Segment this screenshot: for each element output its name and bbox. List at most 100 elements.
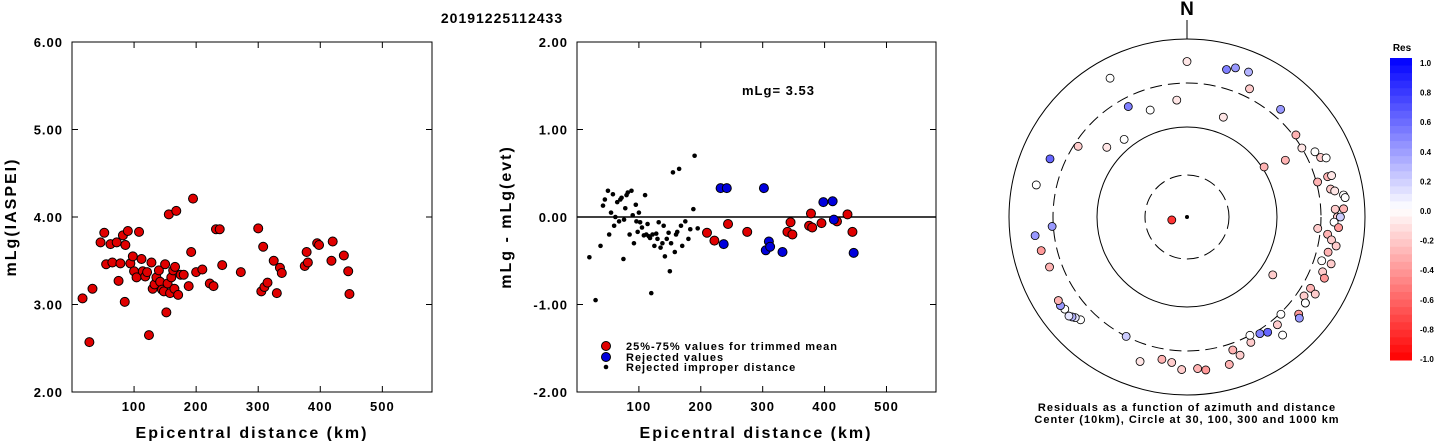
- polar-point: [1313, 177, 1322, 187]
- middle-point: [660, 240, 665, 246]
- polar-point: [1036, 246, 1046, 256]
- left-point: [343, 266, 354, 277]
- left-ytick-labels: 2.00 3.00 4.00 5.00 6.00: [34, 35, 63, 400]
- left-point: [173, 289, 184, 300]
- legend: 25%-75% values for trimmed mean Rejected…: [601, 341, 838, 374]
- left-point: [160, 259, 171, 270]
- colorbar-cell: [1390, 186, 1412, 195]
- ring-30km: [1144, 174, 1230, 260]
- middle-point: [635, 229, 640, 235]
- polar-point: [1321, 153, 1331, 163]
- middle-point: [692, 153, 697, 159]
- middle-point: [642, 192, 648, 198]
- polar-point: [1259, 162, 1269, 172]
- polar-point: [1045, 262, 1054, 272]
- middle-point: [600, 203, 606, 208]
- colorbar: Res 1.0 0.8 0.6 0.4 0.2 0.0 -0.2 -0.4 -0.6 -0.8 -1…: [1390, 43, 1434, 364]
- polar-point: [1177, 365, 1187, 374]
- middle-ytick-label: -2.00: [533, 385, 568, 400]
- colorbar-cell: [1390, 171, 1412, 180]
- north-label: N: [1180, 0, 1194, 20]
- middle-xtick-label: 500: [874, 399, 899, 414]
- colorbar-cell: [1390, 88, 1412, 97]
- left-point: [208, 281, 219, 292]
- middle-point: [637, 219, 643, 225]
- left-point: [268, 255, 279, 266]
- polar-point: [1105, 73, 1115, 83]
- middle-point: [627, 232, 632, 237]
- colorbar-cell: [1390, 314, 1412, 323]
- polar-point: [1031, 180, 1041, 190]
- colorbar-cell: [1390, 231, 1412, 240]
- left-xtick-labels: 100 200 300 400 500: [122, 399, 394, 414]
- colorbar-cell: [1390, 148, 1412, 157]
- polar-point: [1157, 354, 1167, 364]
- middle-point: [658, 245, 663, 250]
- polar-point: [1244, 67, 1253, 77]
- colorbar-cell: [1390, 239, 1412, 248]
- colorbar-cell: [1390, 352, 1412, 361]
- left-ytick-label: 3.00: [34, 298, 63, 313]
- middle-point: [827, 196, 838, 207]
- middle-point: [629, 188, 634, 194]
- polar-point: [1297, 143, 1307, 153]
- colorbar-cell: [1390, 254, 1412, 263]
- left-point: [314, 240, 325, 250]
- colorbar-cell: [1390, 80, 1412, 89]
- polar-point: [1326, 259, 1336, 269]
- left-point: [258, 241, 269, 252]
- left-xtick-label: 100: [122, 399, 147, 414]
- left-xtick-label: 200: [184, 399, 209, 414]
- polar-point: [1327, 235, 1336, 245]
- polar-point: [1145, 105, 1155, 115]
- polar-point: [1323, 247, 1333, 257]
- middle-point: [687, 226, 693, 232]
- middle-point: [701, 227, 712, 238]
- middle-point: [622, 205, 628, 211]
- left-ytick-label: 5.00: [34, 123, 63, 138]
- left-point: [170, 261, 181, 272]
- polar-point: [1300, 298, 1310, 308]
- colorbar-tick-label: 0.2: [1420, 177, 1432, 186]
- middle-ytick-label: 2.00: [539, 35, 568, 50]
- colorbar-cell: [1390, 193, 1412, 202]
- colorbar-cell: [1390, 246, 1412, 255]
- left-point: [186, 247, 197, 257]
- polar-point: [1245, 84, 1254, 94]
- middle-point: [816, 218, 827, 229]
- polar-point: [1235, 350, 1245, 360]
- middle-point: [691, 206, 696, 212]
- polar-point: [1135, 357, 1145, 366]
- polar-point: [1291, 130, 1301, 140]
- middle-point: [686, 236, 691, 242]
- polar-point: [1340, 193, 1350, 202]
- middle-ytick-label: 1.00: [539, 123, 568, 138]
- polar-point: [1327, 171, 1336, 180]
- polar-point: [1330, 204, 1340, 214]
- middle-point: [666, 230, 671, 236]
- colorbar-tick-label: -1.0: [1420, 355, 1434, 364]
- polar-point: [1273, 320, 1282, 330]
- left-point: [235, 267, 246, 278]
- middle-point: [605, 188, 611, 194]
- colorbar-cell: [1390, 337, 1412, 346]
- middle-xtick-label: 100: [627, 399, 652, 414]
- left-point: [183, 281, 194, 292]
- middle-xtick-label: 300: [750, 399, 775, 414]
- left-point: [302, 257, 313, 268]
- middle-point: [787, 229, 798, 240]
- polar-point: [1224, 360, 1234, 369]
- colorbar-cell: [1390, 58, 1412, 67]
- left-point: [153, 265, 164, 276]
- polar-point: [1278, 330, 1288, 340]
- left-point: [119, 296, 130, 307]
- ring-100km: [1096, 126, 1278, 308]
- colorbar-tick-label: -0.6: [1420, 296, 1434, 305]
- left-point: [120, 240, 131, 250]
- polar-point: [1276, 309, 1286, 319]
- middle-point: [718, 239, 729, 250]
- mlg-annotation: mLg= 3.53: [742, 83, 815, 98]
- legend-label-trimmed: 25%-75% values for trimmed mean: [626, 341, 838, 353]
- middle-point: [777, 247, 788, 257]
- colorbar-cell: [1390, 284, 1412, 293]
